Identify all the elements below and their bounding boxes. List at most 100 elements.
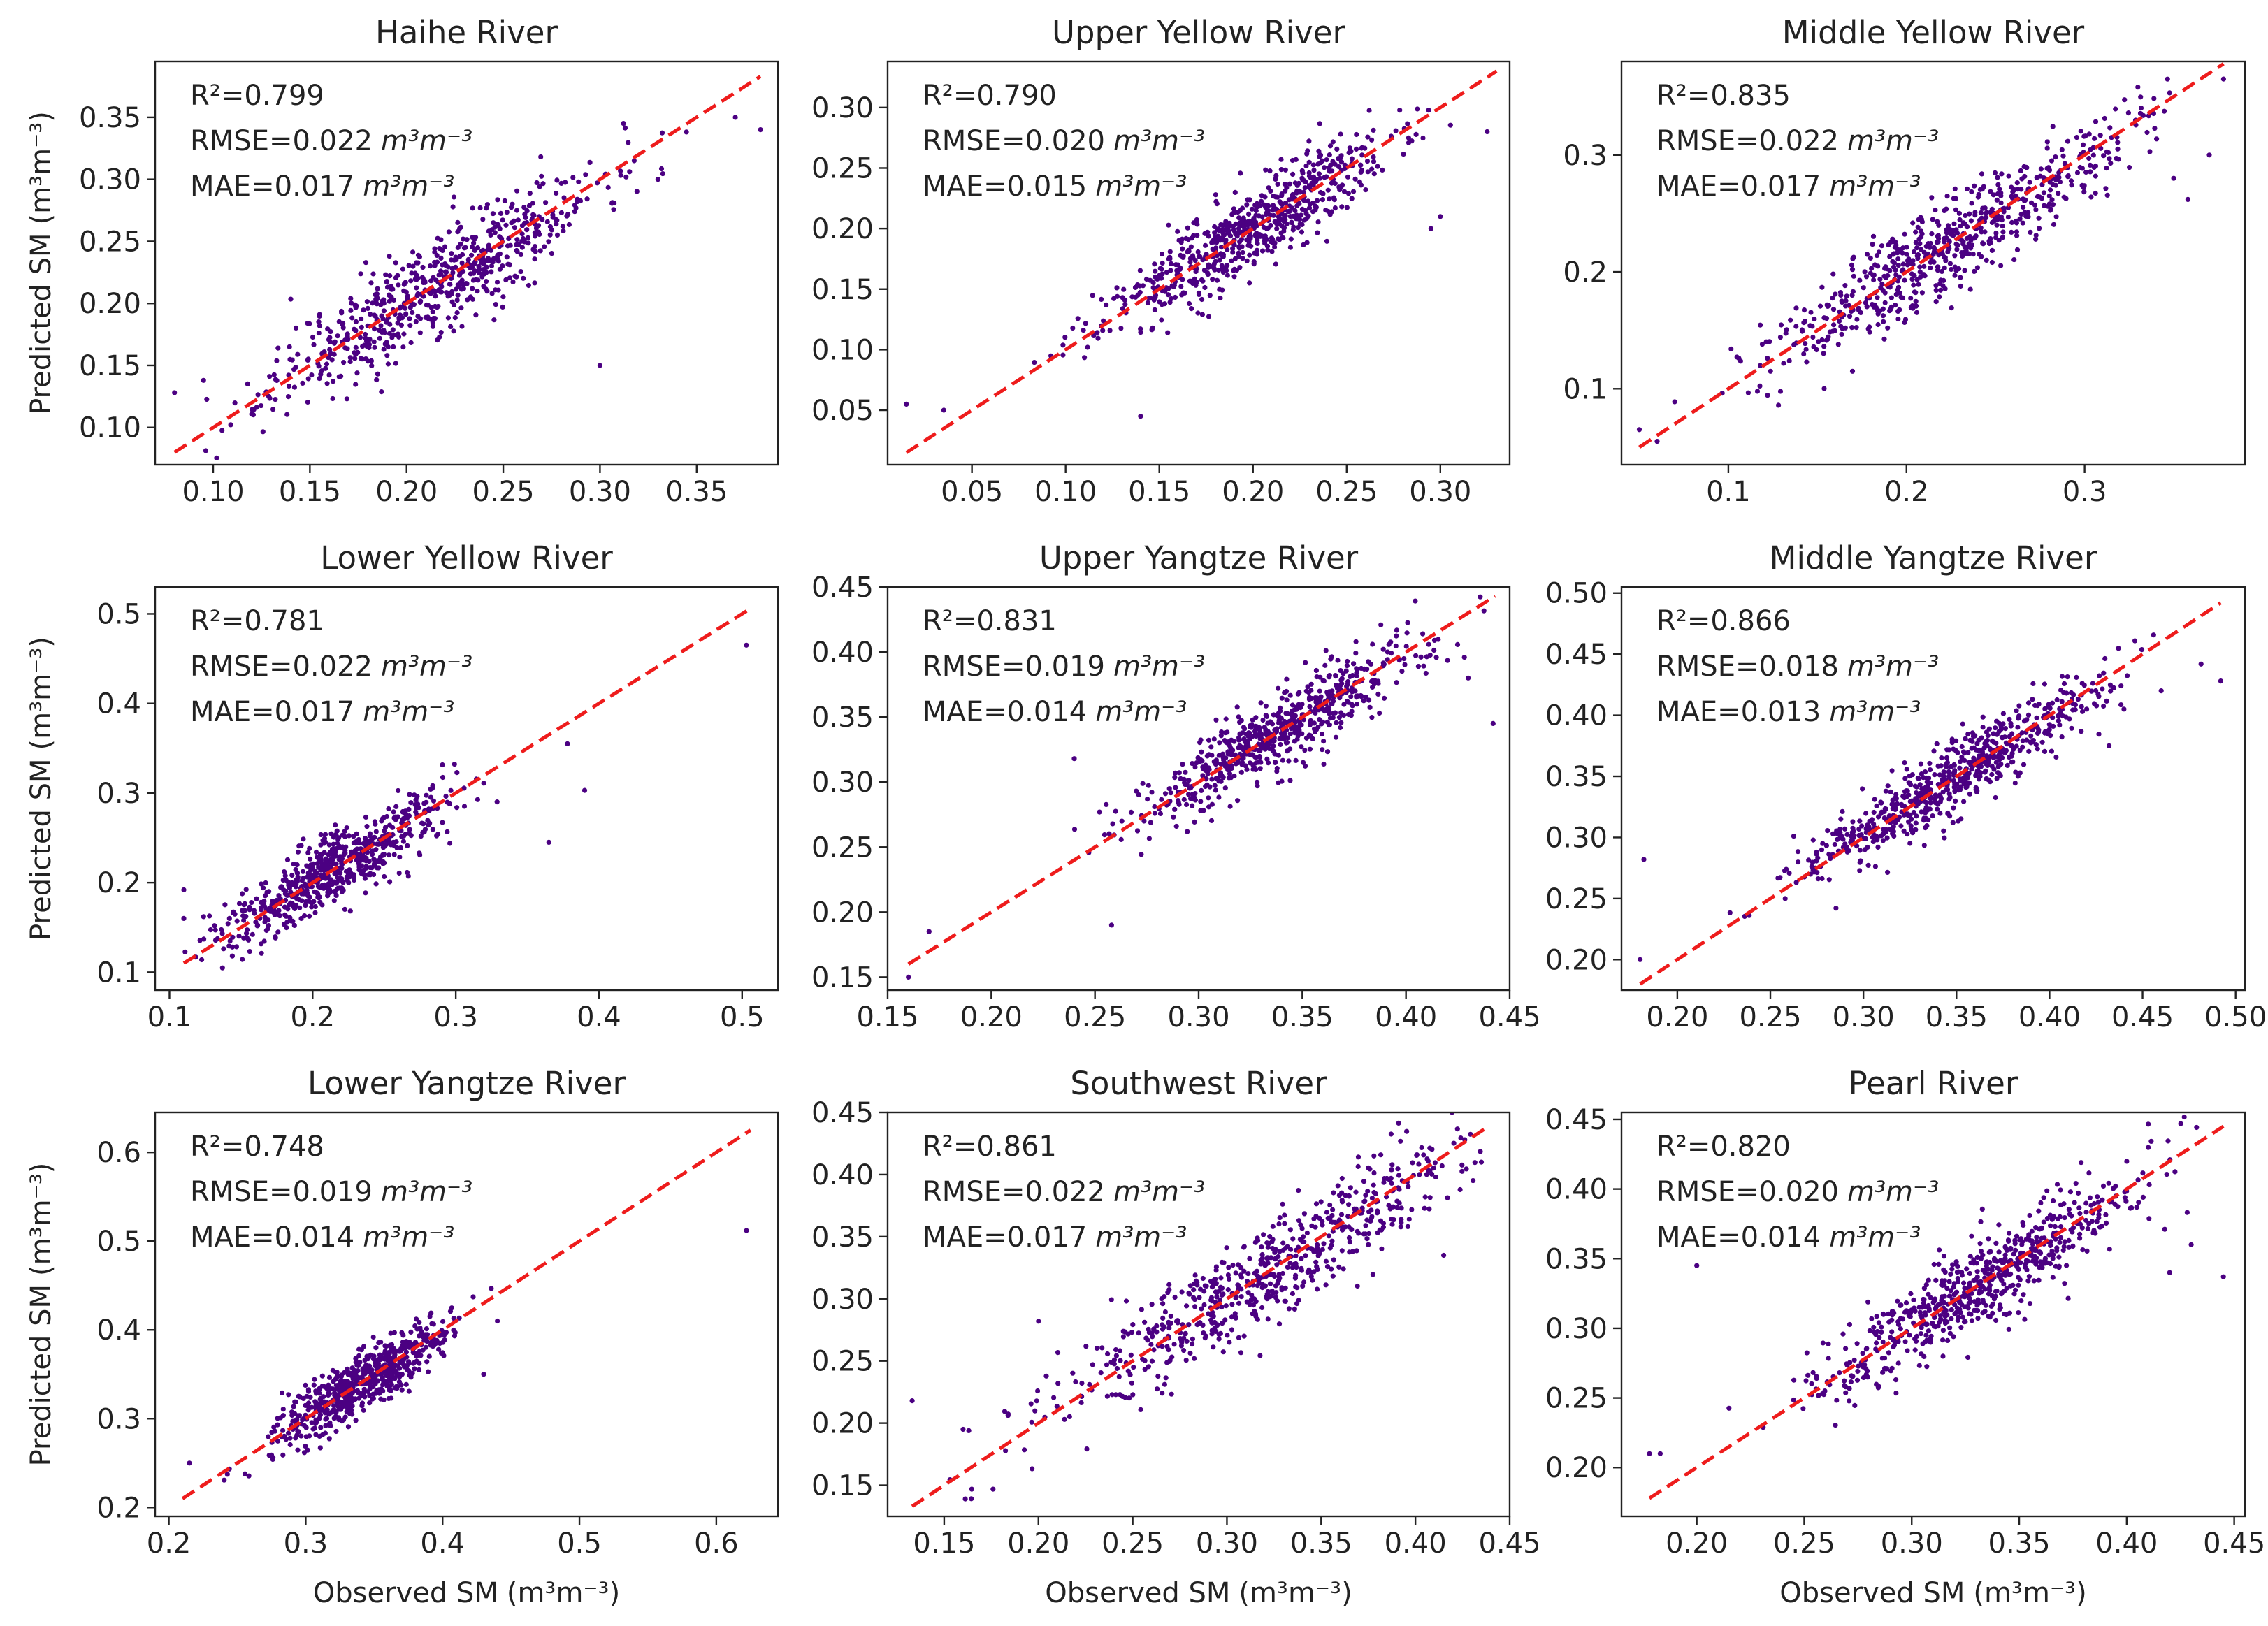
scatter-point — [1951, 196, 1956, 201]
scatter-point — [383, 272, 389, 277]
scatter-point — [1375, 164, 1380, 169]
scatter-point — [1290, 227, 1296, 233]
scatter-point — [477, 205, 483, 211]
scatter-point — [375, 286, 380, 291]
scatter-point — [1184, 801, 1190, 807]
rmse-value: RMSE=0.019 — [923, 651, 1105, 683]
scatter-point — [1150, 325, 1155, 331]
scatter-point — [1137, 289, 1143, 295]
scatter-point — [1984, 210, 1990, 215]
scatter-point — [1274, 765, 1280, 771]
axes-frame — [1620, 586, 2246, 992]
rmse-label: RMSE=0.022 m³m⁻³ — [190, 651, 472, 683]
scatter-point — [334, 828, 340, 834]
scatter-point — [1333, 683, 1339, 688]
scatter-point — [1352, 176, 1358, 182]
scatter-point — [1880, 313, 1886, 319]
scatter-point — [1974, 789, 1980, 795]
scatter-point — [495, 197, 500, 203]
scatter-point — [1294, 706, 1299, 712]
scatter-point — [1286, 758, 1292, 764]
scatter-point — [1389, 1221, 1395, 1227]
scatter-point — [1872, 797, 1877, 802]
scatter-point — [473, 312, 479, 318]
scatter-point — [1365, 169, 1371, 175]
y-tick-label: 0.05 — [811, 395, 874, 427]
y-tick-label: 0.45 — [811, 572, 874, 604]
scatter-points — [1638, 601, 2223, 986]
scatter-point — [1214, 201, 1220, 207]
scatter-point — [1327, 143, 1334, 149]
scatter-point — [219, 965, 225, 971]
scatter-point — [373, 881, 379, 887]
scatter-point — [1345, 191, 1351, 196]
scatter-point — [338, 870, 343, 876]
scatter-point — [1206, 233, 1211, 239]
scatter-point — [2074, 135, 2079, 140]
scatter-point — [470, 277, 477, 283]
scatter-point — [1857, 848, 1863, 853]
scatter-point — [2056, 713, 2061, 718]
scatter-point — [1893, 303, 1898, 308]
scatter-point — [1895, 287, 1900, 293]
scatter-point — [1370, 641, 1375, 647]
rmse-value: RMSE=0.022 — [190, 651, 373, 683]
scatter-point — [1849, 368, 1856, 374]
scatter-point — [245, 927, 250, 933]
scatter-point — [300, 869, 306, 874]
scatter-point — [1199, 296, 1205, 303]
scatter-point — [1276, 714, 1281, 720]
scatter-point — [1243, 741, 1249, 746]
scatter-point — [1105, 1351, 1111, 1357]
scatter-point — [2033, 742, 2039, 748]
scatter-point — [294, 862, 300, 868]
scatter-point — [1326, 694, 1331, 699]
scatter-point — [377, 1356, 383, 1361]
scatter-point — [1881, 273, 1887, 279]
scatter-point — [1301, 1279, 1307, 1285]
scatter-point — [2020, 744, 2025, 750]
scatter-point — [1968, 762, 1974, 768]
scatter-point — [1218, 295, 1223, 301]
scatter-point — [1257, 766, 1263, 771]
scatter-point — [410, 1370, 415, 1376]
scatter-point — [275, 1422, 280, 1428]
scatter-point — [445, 829, 450, 834]
scatter-point — [1993, 725, 1998, 731]
scatter-point — [1902, 277, 1907, 283]
scatter-point — [287, 1442, 293, 1448]
scatter-point — [1958, 784, 1963, 790]
scatter-point — [1906, 256, 1912, 262]
scatter-point — [396, 870, 402, 876]
scatter-point — [2033, 236, 2039, 242]
scatter-point — [447, 801, 452, 806]
scatter-point — [1927, 806, 1933, 812]
scatter-point — [1292, 180, 1298, 186]
scatter-point — [1249, 206, 1255, 212]
scatter-point — [2042, 706, 2048, 712]
scatter-point — [440, 762, 445, 768]
scatter-point — [1820, 841, 1826, 846]
scatter-point — [1933, 287, 1939, 293]
scatter-point — [1253, 219, 1259, 225]
scatter-point — [470, 286, 475, 291]
scatter-point — [403, 832, 408, 837]
scatter-point — [1171, 282, 1177, 288]
scatter-point — [2090, 681, 2095, 686]
scatter-point — [1209, 776, 1215, 782]
scatter-point — [412, 276, 418, 282]
scatter-point — [351, 840, 356, 845]
scatter-point — [2118, 683, 2124, 689]
scatter-point — [1849, 325, 1855, 331]
scatter-point — [340, 321, 345, 327]
scatter-point — [2024, 717, 2030, 723]
scatter-point — [1110, 821, 1115, 827]
scatter-point — [1337, 695, 1343, 701]
scatter-point — [259, 941, 264, 947]
scatter-point — [2014, 247, 2021, 252]
scatter-point — [1173, 823, 1179, 829]
scatter-point — [1284, 740, 1290, 746]
scatter-point — [303, 1382, 308, 1388]
scatter-point — [1960, 220, 1966, 226]
scatter-point — [1220, 287, 1225, 293]
